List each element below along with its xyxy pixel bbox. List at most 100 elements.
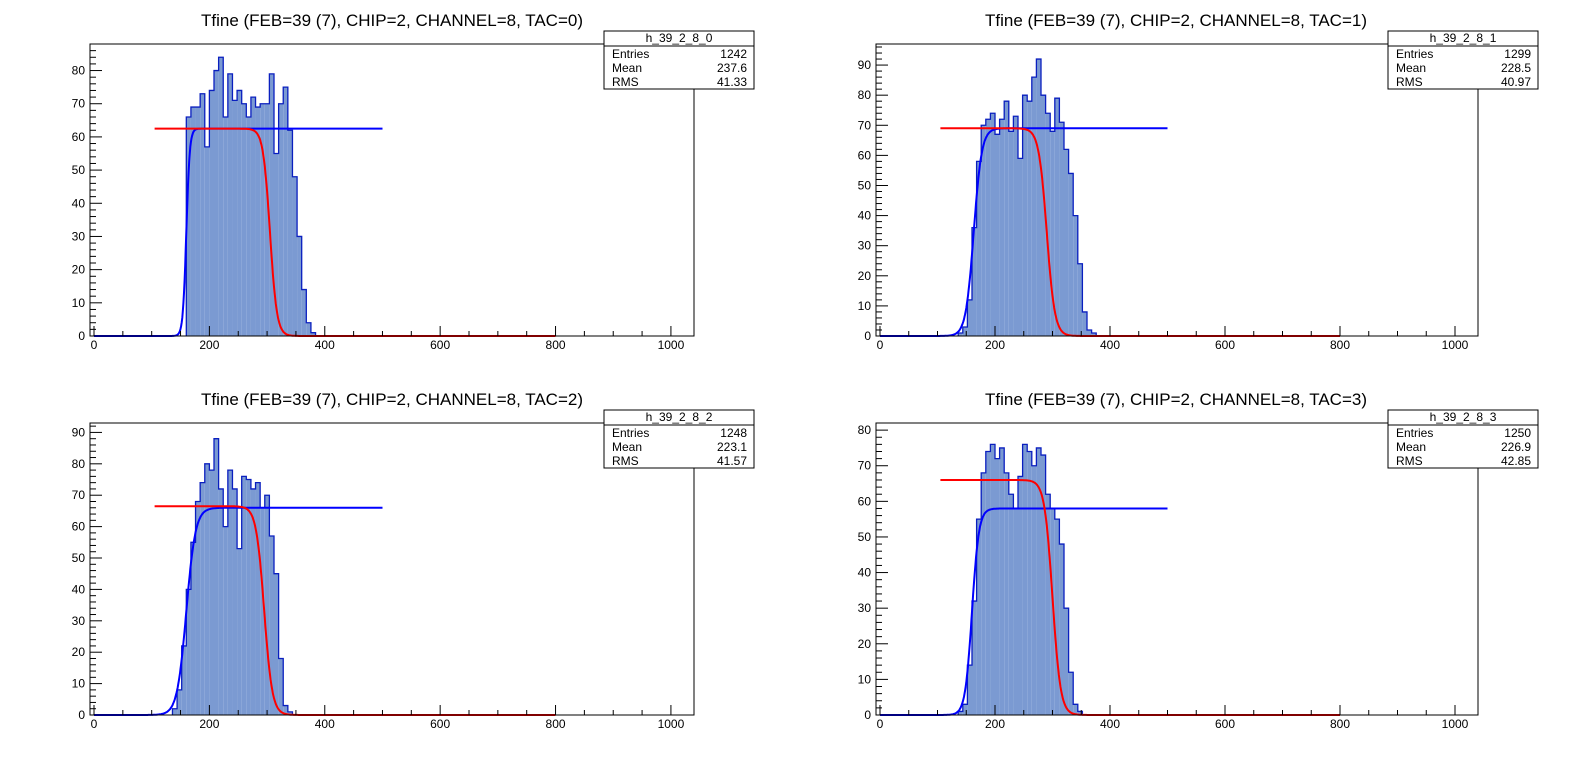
y-tick-label: 10 <box>72 677 86 691</box>
x-axis: 0 200 400 600 800 1000 <box>91 705 685 731</box>
stats-label: Entries <box>612 426 649 440</box>
y-tick-label: 60 <box>72 520 86 534</box>
histogram-bin <box>246 117 251 336</box>
histogram-bin <box>1031 465 1037 715</box>
stats-frame <box>1387 409 1539 469</box>
x-tick-label: 0 <box>91 338 98 352</box>
x-tick-label: 600 <box>430 717 450 731</box>
histogram-bars <box>172 438 293 715</box>
histogram-bin <box>172 708 178 715</box>
histogram-bin <box>999 447 1005 715</box>
y-tick-label: 40 <box>858 566 872 580</box>
stats-name: h_39_2_8_2 <box>646 410 713 424</box>
y-tick-label: 70 <box>72 97 86 111</box>
stats-label: RMS <box>1396 454 1423 468</box>
y-tick-label: 10 <box>858 299 872 313</box>
histogram-bin <box>214 70 219 336</box>
y-tick-label: 30 <box>858 601 872 615</box>
stats-label: RMS <box>1396 75 1423 89</box>
histogram-bin <box>195 107 201 336</box>
y-tick-label: 60 <box>858 494 872 508</box>
histogram-bin <box>958 711 963 715</box>
histogram-panel-3: Tfine (FEB=39 (7), CHIP=2, CHANNEL=8, TA… <box>858 390 1539 731</box>
histogram-bin <box>255 482 261 715</box>
histogram-bin <box>237 90 242 336</box>
histogram-bin <box>209 470 214 715</box>
stats-box: h_39_2_8_3 Entries 1250 Mean 226.9 RMS 42.85 <box>1387 409 1539 469</box>
y-tick-label: 80 <box>858 423 872 437</box>
histogram-outline <box>185 56 317 336</box>
histogram-panel-0: Tfine (FEB=39 (7), CHIP=2, CHANNEL=8, TA… <box>72 11 755 352</box>
y-tick-label: 0 <box>864 708 871 722</box>
histogram-bin <box>976 519 982 715</box>
stats-label: Mean <box>612 440 642 454</box>
x-tick-label: 800 <box>1330 717 1350 731</box>
histogram-bin <box>1087 329 1092 336</box>
histogram-bin <box>1045 494 1051 715</box>
stats-value: 237.6 <box>717 61 747 75</box>
x-tick-label: 400 <box>315 717 335 731</box>
histogram-bin <box>1050 131 1055 336</box>
histogram-panel-1: Tfine (FEB=39 (7), CHIP=2, CHANNEL=8, TA… <box>858 11 1539 352</box>
stats-value: 1242 <box>720 47 747 61</box>
y-tick-label: 50 <box>72 551 86 565</box>
histogram-bars <box>186 57 316 337</box>
plot-frame <box>875 422 1479 716</box>
x-tick-label: 800 <box>1330 338 1350 352</box>
x-tick-label: 200 <box>985 717 1005 731</box>
histogram-bin <box>1091 332 1097 336</box>
y-tick-label: 20 <box>858 637 872 651</box>
y-tick-label: 40 <box>858 209 872 223</box>
histogram-bin <box>1004 472 1009 715</box>
histogram-bin <box>976 161 982 336</box>
x-tick-label: 400 <box>1100 717 1120 731</box>
histogram-bin <box>1036 447 1041 715</box>
histogram-bin <box>204 146 210 336</box>
stats-name: h_39_2_8_3 <box>1430 410 1497 424</box>
plot-frame <box>875 43 1479 337</box>
histogram-bin <box>1054 519 1060 715</box>
histogram-bin <box>981 125 986 336</box>
histogram-bin <box>177 689 182 715</box>
histogram-bin <box>195 501 201 715</box>
y-tick-label: 40 <box>72 196 86 210</box>
histogram-bin <box>972 601 977 715</box>
histogram-bin <box>214 438 219 715</box>
y-tick-label: 80 <box>72 64 86 78</box>
histogram-bin <box>1022 95 1028 336</box>
histogram-bin <box>223 526 228 715</box>
y-tick-label: 50 <box>72 163 86 177</box>
histogram-bin <box>1082 311 1087 336</box>
y-tick-label: 0 <box>864 329 871 343</box>
y-tick-label: 40 <box>72 582 86 596</box>
histogram-bin <box>1027 451 1032 715</box>
histogram-bin <box>241 476 247 715</box>
histogram-bin <box>246 479 251 715</box>
histogram-bin <box>287 711 293 715</box>
x-tick-label: 0 <box>91 717 98 731</box>
histogram-bin <box>967 299 972 336</box>
histogram-bin <box>274 573 279 715</box>
histogram-bin <box>995 134 1000 336</box>
histogram-bin <box>1077 711 1083 715</box>
y-axis: 0 10 20 30 40 50 60 70 80 90 <box>858 46 888 343</box>
x-tick-label: 600 <box>1215 717 1235 731</box>
histogram-bin <box>278 103 284 337</box>
histogram-bin <box>237 548 242 715</box>
x-tick-label: 1000 <box>1442 338 1469 352</box>
x-tick-label: 200 <box>199 338 219 352</box>
histogram-bars <box>958 59 1097 337</box>
histogram-bin <box>269 73 274 336</box>
histogram-bin <box>241 103 247 337</box>
histogram-bin <box>1054 98 1060 336</box>
x-tick-label: 600 <box>430 338 450 352</box>
stats-label: Entries <box>1396 426 1433 440</box>
histogram-bin <box>985 119 991 337</box>
stats-value: 41.57 <box>717 454 747 468</box>
stats-label: RMS <box>612 75 639 89</box>
y-tick-label: 30 <box>72 614 86 628</box>
stats-value: 42.85 <box>1501 454 1531 468</box>
y-tick-label: 0 <box>78 329 85 343</box>
histogram-bin <box>1064 149 1069 336</box>
